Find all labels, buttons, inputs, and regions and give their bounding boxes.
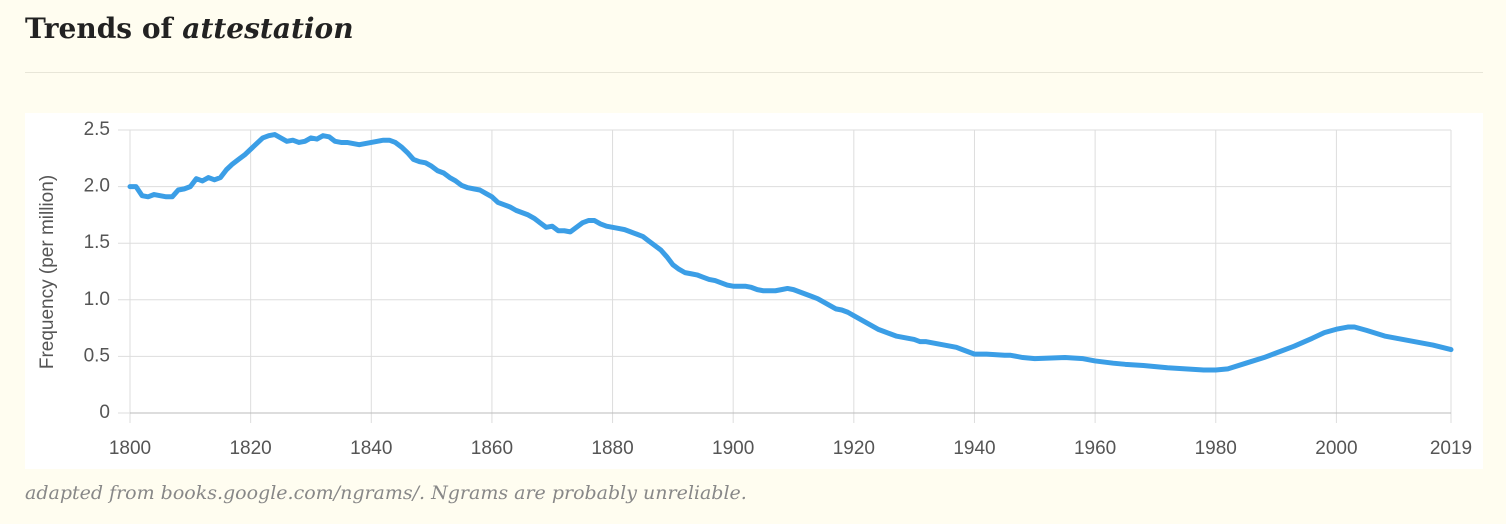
chart-title: Trends of attestation bbox=[25, 12, 354, 45]
x-tick-label: 1980 bbox=[1195, 438, 1237, 459]
y-tick-label: 2.5 bbox=[84, 119, 110, 140]
y-tick-label: 1.0 bbox=[84, 289, 110, 310]
y-tick-label: 0 bbox=[99, 402, 110, 423]
y-tick-label: 2.0 bbox=[84, 176, 110, 197]
x-tick-label: 1900 bbox=[712, 438, 754, 459]
y-tick-label: 0.5 bbox=[84, 345, 110, 366]
x-tick-label: 1920 bbox=[833, 438, 875, 459]
x-tick-label: 1840 bbox=[350, 438, 392, 459]
y-axis-label: Frequency (per million) bbox=[37, 175, 58, 369]
x-tick-label: 1800 bbox=[109, 438, 151, 459]
title-text: Trends of bbox=[25, 12, 173, 45]
data-line bbox=[127, 132, 1454, 373]
divider bbox=[25, 72, 1483, 73]
x-tick-label: 1860 bbox=[471, 438, 513, 459]
x-tick-label: 1880 bbox=[591, 438, 633, 459]
x-tick-label: 1820 bbox=[229, 438, 271, 459]
x-tick-label: 1960 bbox=[1074, 438, 1116, 459]
x-tick-label: 1940 bbox=[953, 438, 995, 459]
y-tick-label: 1.5 bbox=[84, 232, 110, 253]
x-tick-label: 2000 bbox=[1315, 438, 1357, 459]
x-tick-label: 2019 bbox=[1430, 438, 1472, 459]
title-term: attestation bbox=[182, 12, 354, 45]
caption: adapted from books.google.com/ngrams/. N… bbox=[25, 482, 747, 504]
